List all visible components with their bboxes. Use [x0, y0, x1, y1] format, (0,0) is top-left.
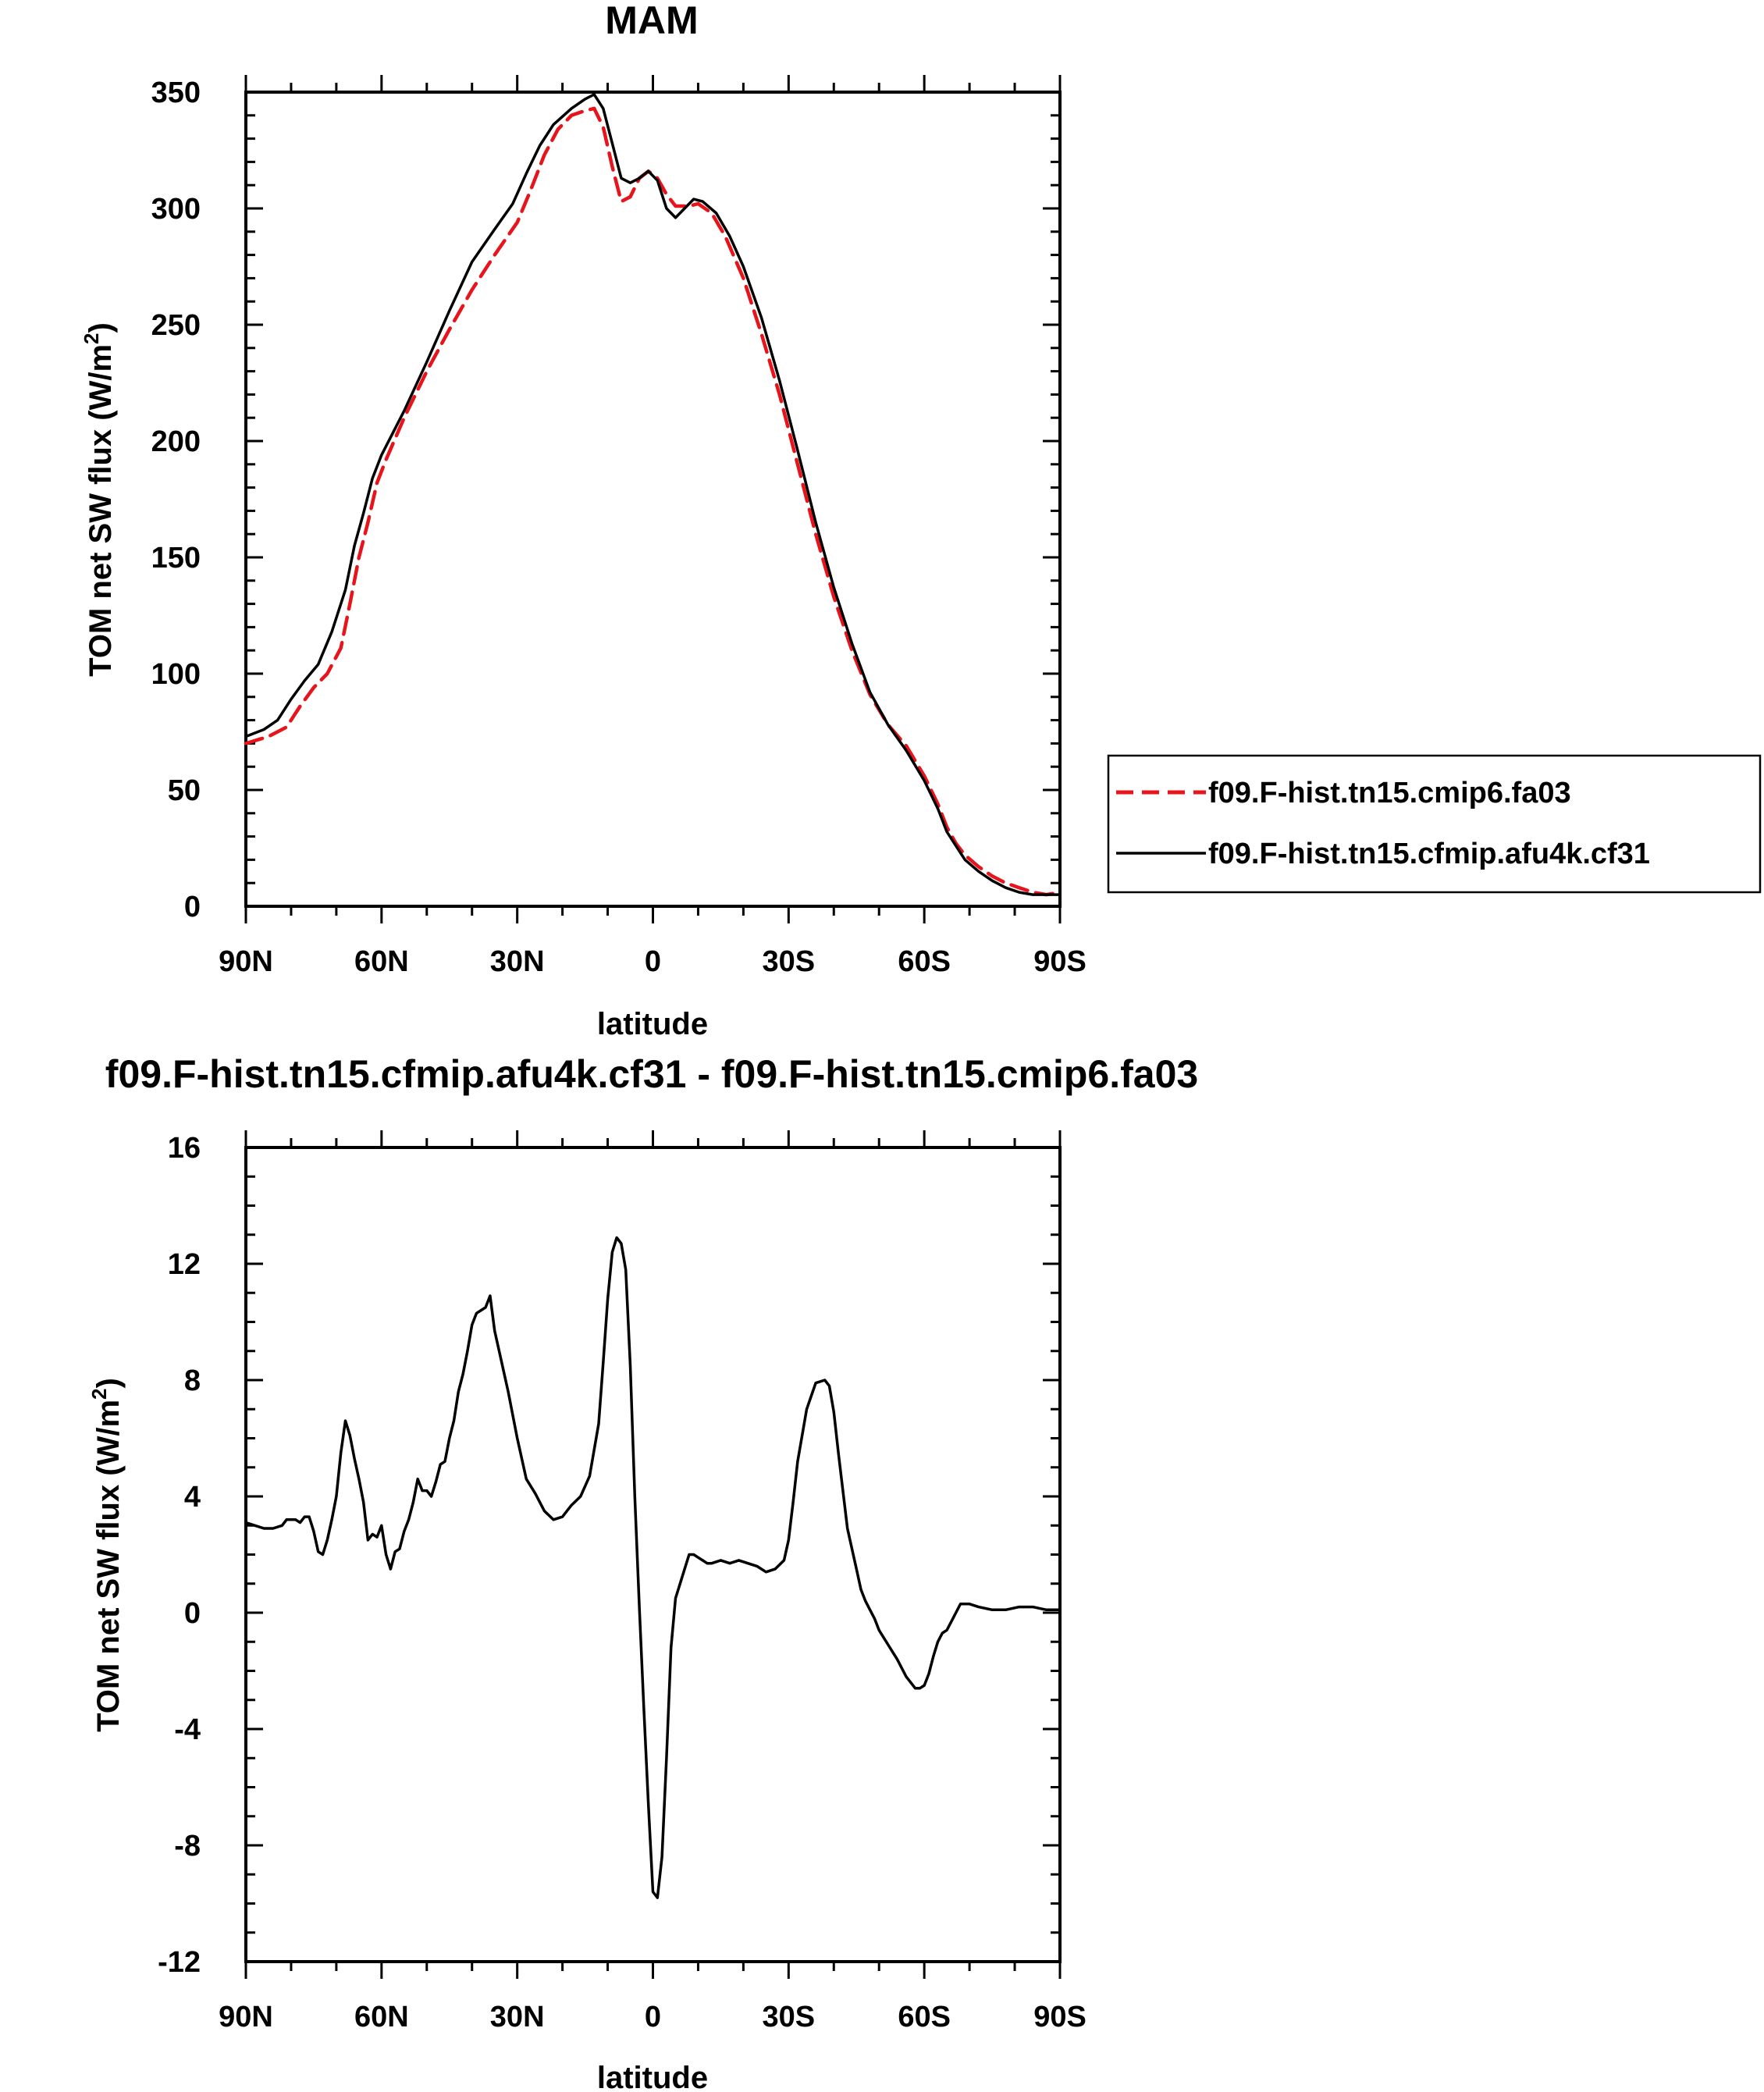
- bottom-y-tick-label: 16: [168, 1132, 201, 1165]
- top-legend: f09.F-hist.tn15.cmip6.fa03 f09.F-hist.tn…: [1107, 754, 1762, 894]
- bottom-y-axis-label-superscript: 2: [87, 1388, 111, 1399]
- legend-label-cfmip: f09.F-hist.tn15.cfmip.afu4k.cf31: [1208, 838, 1650, 870]
- bottom-y-axis-label: TOM net SW flux (W/m2): [87, 1378, 126, 1732]
- top-y-tick-label: 250: [151, 309, 201, 342]
- bottom-plot-frame: [244, 1146, 1062, 1963]
- bottom-x-tick-label: 30S: [763, 2001, 816, 2033]
- top-y-tick-label: 0: [184, 891, 201, 923]
- bottom-series-lines: [244, 1236, 1062, 1899]
- top-y-tick-labels: 0 50 100 150 200 250 300 350: [151, 76, 201, 923]
- top-x-tick-label: 90S: [1033, 945, 1086, 978]
- bottom-y-axis-label-suffix: ): [91, 1378, 126, 1388]
- bottom-x-tick-label: 60N: [354, 2001, 409, 2033]
- bottom-plot-area: [244, 1130, 1062, 1979]
- bottom-x-tick-labels: 90N 60N 30N 0 30S 60S 90S: [219, 2001, 1086, 2033]
- top-y-tick-label: 200: [151, 425, 201, 458]
- top-x-tick-label: 0: [645, 945, 661, 978]
- top-chart: MAM 0 50 100 150 200 250 300 350 90N 60N…: [80, 0, 1762, 1041]
- top-series-lines: [244, 93, 1062, 897]
- bottom-y-tick-labels: -12 -8 -4 0 4 8 12 16: [158, 1132, 201, 1979]
- top-series-line-1: [244, 93, 1062, 896]
- top-x-axis-label: latitude: [597, 1007, 708, 1041]
- bottom-chart-title: f09.F-hist.tn15.cfmip.afu4k.cf31 - f09.F…: [105, 1052, 1198, 1096]
- top-x-tick-label: 30S: [763, 945, 816, 978]
- top-x-tick-label: 60S: [898, 945, 951, 978]
- bottom-y-tick-label: 0: [184, 1597, 201, 1630]
- bottom-x-tick-label: 90N: [219, 2001, 273, 2033]
- legend-label-cmip6: f09.F-hist.tn15.cmip6.fa03: [1208, 777, 1571, 809]
- top-y-axis-label: TOM net SW flux (W/m2): [80, 322, 118, 677]
- legend-box: [1107, 754, 1762, 894]
- top-plot-area: [244, 75, 1062, 923]
- top-y-tick-label: 350: [151, 76, 201, 109]
- bottom-chart: f09.F-hist.tn15.cfmip.afu4k.cf31 - f09.F…: [87, 1052, 1198, 2092]
- top-y-axis-label-main: TOM net SW flux (W/m: [84, 344, 118, 677]
- bottom-x-tick-label: 30N: [490, 2001, 545, 2033]
- top-x-tick-label: 30N: [490, 945, 545, 978]
- top-series-line-0: [244, 106, 1062, 897]
- bottom-x-axis-label: latitude: [597, 2061, 708, 2092]
- bottom-x-tick-label: 0: [645, 2001, 661, 2033]
- bottom-x-tick-label: 90S: [1033, 2001, 1086, 2033]
- bottom-y-tick-label: 12: [168, 1248, 201, 1281]
- bottom-x-tick-label: 60S: [898, 2001, 951, 2033]
- bottom-y-tick-label: 8: [184, 1364, 201, 1397]
- bottom-ticks: [244, 1130, 1062, 1979]
- bottom-y-axis-label-main: TOM net SW flux (W/m: [91, 1400, 126, 1732]
- top-ticks: [244, 75, 1062, 923]
- top-y-tick-label: 300: [151, 193, 201, 226]
- top-x-tick-label: 60N: [354, 945, 409, 978]
- top-x-tick-labels: 90N 60N 30N 0 30S 60S 90S: [219, 945, 1086, 978]
- top-y-tick-label: 50: [168, 774, 201, 807]
- bottom-series-line-0: [244, 1236, 1062, 1899]
- top-y-tick-label: 100: [151, 658, 201, 691]
- top-y-tick-label: 150: [151, 542, 201, 575]
- bottom-y-tick-label: -4: [174, 1713, 201, 1746]
- bottom-y-tick-label: -12: [158, 1946, 201, 1979]
- bottom-y-tick-label: -8: [174, 1830, 201, 1863]
- bottom-y-tick-label: 4: [184, 1481, 201, 1514]
- top-y-axis-label-superscript: 2: [80, 333, 103, 343]
- top-x-tick-label: 90N: [219, 945, 273, 978]
- top-chart-title: MAM: [605, 0, 698, 42]
- top-y-axis-label-suffix: ): [84, 322, 118, 333]
